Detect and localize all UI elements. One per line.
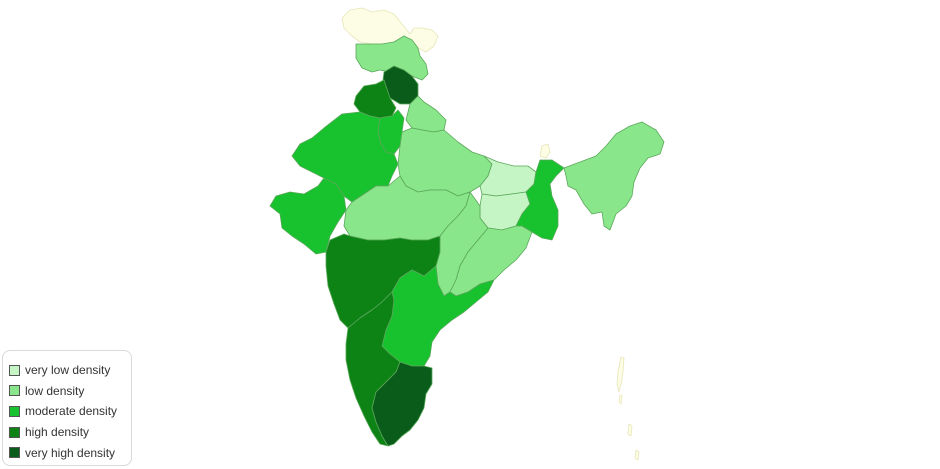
legend-label-high: high density bbox=[25, 425, 90, 440]
legend-label-very-low: very low density bbox=[25, 363, 111, 378]
legend-label-low: low density bbox=[25, 383, 85, 398]
legend-item-very-high[interactable]: very high density bbox=[9, 442, 131, 463]
legend-swatch-low bbox=[9, 385, 20, 397]
legend-swatch-moderate bbox=[9, 405, 20, 417]
region-northeast[interactable]: Northeast bbox=[563, 121, 665, 231]
legend-item-low[interactable]: low density bbox=[9, 381, 131, 402]
legend-item-high[interactable]: high density bbox=[9, 422, 131, 443]
legend-swatch-high bbox=[9, 426, 20, 438]
legend-swatch-very-high bbox=[9, 447, 20, 459]
legend-swatch-very-low bbox=[9, 364, 20, 376]
region-tamil-nadu[interactable]: Tamil Nadu bbox=[371, 361, 433, 447]
legend-item-moderate[interactable]: moderate density bbox=[9, 401, 131, 422]
legend-label-very-high: very high density bbox=[25, 445, 116, 460]
region-west-bengal[interactable]: West Bengal bbox=[515, 159, 565, 241]
region-gujarat[interactable]: Gujarat bbox=[269, 177, 347, 255]
region-andaman-nicobar[interactable]: Andaman and Nicobar bbox=[616, 356, 640, 461]
legend-item-very-low[interactable]: very low density bbox=[9, 360, 131, 381]
region-jammu-kashmir[interactable]: Jammu and Kashmir bbox=[355, 35, 429, 81]
region-uttar-pradesh[interactable]: Uttar Pradesh bbox=[397, 127, 493, 197]
map-legend: very low density low density moderate de… bbox=[2, 350, 132, 466]
region-sikkim[interactable]: Sikkim bbox=[539, 143, 551, 159]
legend-label-moderate: moderate density bbox=[25, 404, 118, 419]
